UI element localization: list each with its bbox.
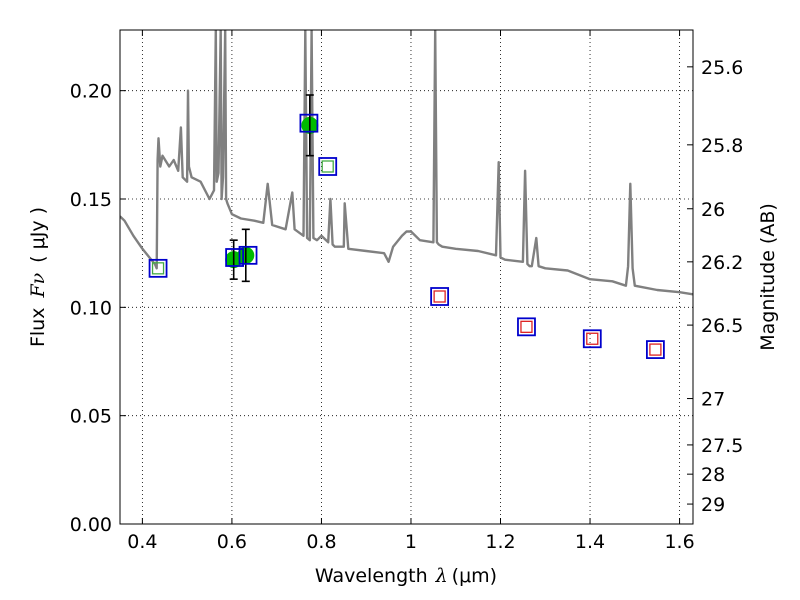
model-photometry-square [517,317,536,337]
y2-tick-label: 26.2 [701,252,743,274]
x-tick-label: 0.6 [217,531,247,553]
model-photometry-square [582,329,602,349]
x-tick-label: 1.6 [664,531,694,553]
inner-marker-square [520,320,533,333]
model-photometry-square [238,245,258,265]
x-axis-label-unit: (μm) [452,565,497,587]
grid-lines [120,30,693,525]
y2-tick-label: 28 [701,464,725,486]
y2-tick-label: 27 [701,389,725,411]
model-photometry-square [645,340,665,359]
y2-tick-label: 25.8 [701,135,743,157]
inner-marker-square [433,290,446,303]
y2-tick-label: 26.5 [701,315,743,337]
model-photometry-square [430,287,450,306]
x-tick-label: 0.8 [306,531,336,553]
plot-clipped-group [120,30,693,359]
y-axis-label: Flux Fν ( μJy ) [27,207,49,347]
inner-marker-square [586,332,599,345]
y-tick-label: 0.00 [70,514,112,536]
plot-area [120,30,693,359]
inner-marker-square [151,262,165,275]
x-tick-label: 1.4 [575,531,605,553]
model-photometry-square [299,113,319,133]
inner-marker-square [321,160,334,173]
axis-ticks: 0.4 0.6 0.8 1 1.2 1.4 1.6 0.00 0.05 0.10 0.15 0.20 2… [70,30,743,553]
y2-axis-label: Magnitude (AB) [757,203,779,351]
x-tick-label: 0.4 [127,531,157,553]
y-tick-label: 0.20 [70,81,112,103]
inner-marker-square [649,343,662,356]
y-axis-label-symbol: Fν [27,272,49,298]
model-photometry-square [318,157,338,176]
y2-tick-label: 25.6 [701,57,743,79]
x-axis-label-text: Wavelength [315,565,428,587]
model-sed-line [120,30,693,296]
x-axis-label: Wavelength λ (μm) [315,565,497,587]
y2-tick-label: 27.5 [701,435,743,457]
x-tick-label: 1.2 [485,531,515,553]
x-tick-label: 1 [405,531,417,553]
y2-tick-label: 29 [701,494,725,516]
x-axis-label-symbol: λ [435,565,448,587]
model-photometry-square [148,258,168,278]
y-tick-label: 0.05 [70,406,112,428]
plot-frame [119,29,694,525]
y-axis-label-unit: ( μJy ) [27,207,49,263]
y-axis-label-text: Flux [27,308,49,348]
y2-tick-label: 26 [701,199,725,221]
model-photometry-square [225,248,245,267]
y-tick-label: 0.10 [70,297,112,319]
y-tick-label: 0.15 [70,189,112,211]
